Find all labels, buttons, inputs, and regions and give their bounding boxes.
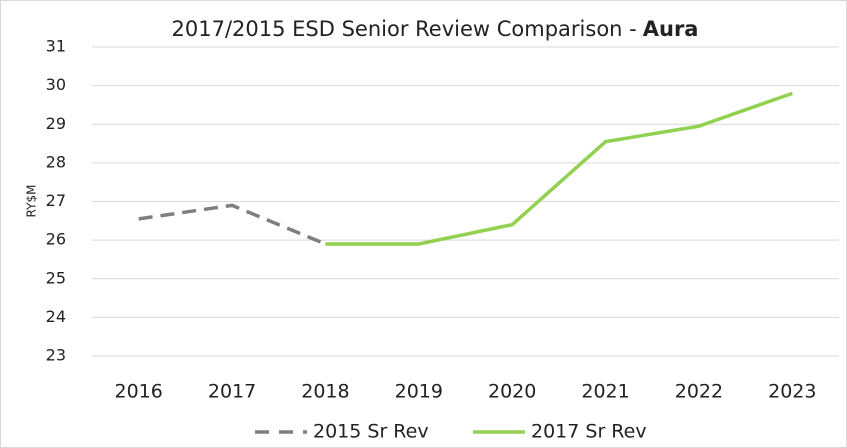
y-tick-label: 23	[46, 346, 66, 365]
x-tick-label: 2017	[208, 381, 256, 403]
legend-label: 2015 Sr Rev	[313, 421, 429, 443]
x-tick-label: 2019	[395, 381, 443, 403]
x-tick-label: 2016	[115, 381, 163, 403]
x-tick-label: 2023	[768, 381, 816, 403]
y-tick-label: 28	[46, 152, 66, 171]
y-tick-label: 30	[46, 75, 66, 94]
x-tick-label: 2018	[301, 381, 349, 403]
x-tick-label: 2022	[675, 381, 723, 403]
y-axis-label: RY$M	[25, 185, 39, 218]
title-text: 2017/2015 ESD Senior Review Comparison -	[172, 17, 637, 41]
series-line	[325, 91, 793, 246]
y-tick-label: 26	[46, 230, 66, 249]
y-tick-label: 31	[46, 37, 66, 56]
y-tick-label: 29	[46, 114, 66, 133]
series-line	[138, 203, 327, 246]
x-tick-label: 2021	[581, 381, 629, 403]
chart-title: 2017/2015 ESD Senior Review Comparison -…	[172, 17, 699, 41]
y-tick-label: 27	[46, 191, 66, 210]
title-bold: Aura	[643, 17, 699, 41]
y-tick-label: 25	[46, 268, 66, 287]
x-tick-label: 2020	[488, 381, 536, 403]
y-tick-label: 24	[46, 307, 66, 326]
legend-label: 2017 Sr Rev	[531, 421, 647, 443]
